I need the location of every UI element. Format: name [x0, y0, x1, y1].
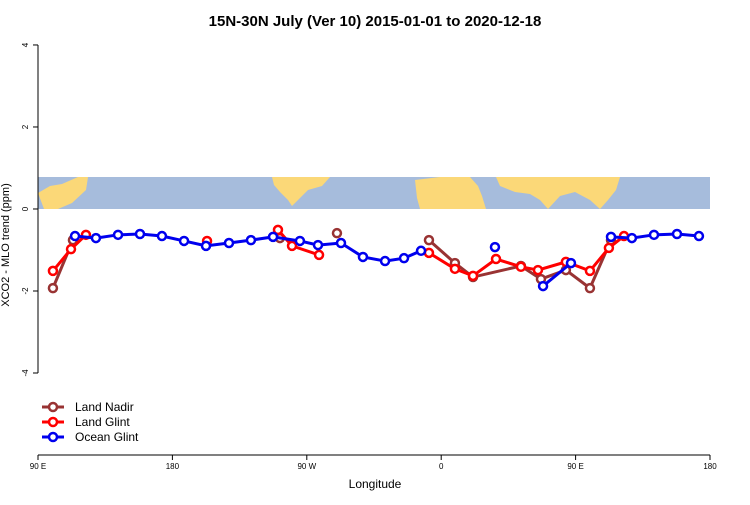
legend-marker: [47, 431, 59, 443]
data-point: [379, 255, 391, 267]
x-tick-label: 90 E: [30, 462, 46, 471]
data-point: [584, 282, 596, 294]
legend-label: Land Glint: [75, 415, 130, 429]
data-point: [537, 280, 549, 292]
data-point: [449, 263, 461, 275]
data-point: [272, 224, 284, 236]
data-point: [223, 237, 235, 249]
data-point: [489, 241, 501, 253]
data-point: [312, 239, 324, 251]
data-point: [331, 227, 343, 239]
x-tick-label: 90 E: [567, 462, 583, 471]
legend-marker: [47, 401, 59, 413]
chart-title: 15N-30N July (Ver 10) 2015-01-01 to 2020…: [209, 13, 542, 30]
legend-marker: [47, 416, 59, 428]
x-tick-label: 0: [439, 462, 444, 471]
y-tick-label: -4: [21, 369, 30, 377]
data-point: [467, 270, 479, 282]
data-point: [286, 240, 298, 252]
data-point: [515, 261, 527, 273]
data-point: [200, 240, 212, 252]
data-point: [178, 235, 190, 247]
data-point: [245, 234, 257, 246]
data-point: [532, 264, 544, 276]
data-point: [648, 229, 660, 241]
map-strip: [38, 177, 710, 209]
data-point: [415, 245, 427, 257]
data-point: [65, 243, 77, 255]
y-tick-label: 2: [21, 124, 30, 129]
x-tick-label: 180: [166, 462, 180, 471]
data-point: [423, 234, 435, 246]
land: [415, 177, 486, 209]
data-point: [134, 228, 146, 240]
x-axis-label: Longitude: [349, 477, 402, 491]
data-point: [671, 228, 683, 240]
data-point: [584, 265, 596, 277]
data-point: [294, 235, 306, 247]
data-point: [156, 230, 168, 242]
data-point: [490, 253, 502, 265]
y-axis-label: XCO2 - MLO trend (ppm): [0, 183, 12, 306]
data-point: [267, 231, 279, 243]
data-point: [605, 231, 617, 243]
data-point: [603, 242, 615, 254]
data-point: [47, 282, 59, 294]
data-point: [313, 249, 325, 261]
y-tick-label: 4: [21, 42, 30, 47]
legend-label: Ocean Glint: [75, 430, 139, 444]
data-point: [693, 230, 705, 242]
land: [272, 177, 330, 206]
data-point: [69, 230, 81, 242]
land: [38, 177, 88, 209]
data-point: [357, 251, 369, 263]
data-point: [335, 237, 347, 249]
x-tick-label: 90 W: [297, 462, 316, 471]
y-tick-label: -2: [21, 287, 30, 295]
data-point: [47, 265, 59, 277]
data-point: [565, 257, 577, 269]
land: [496, 177, 620, 209]
y-tick-label: 0: [21, 206, 30, 211]
data-point: [398, 252, 410, 264]
data-point: [112, 229, 124, 241]
legend-label: Land Nadir: [75, 400, 134, 414]
data-point: [90, 232, 102, 244]
data-point: [626, 232, 638, 244]
x-tick-label: 180: [703, 462, 717, 471]
